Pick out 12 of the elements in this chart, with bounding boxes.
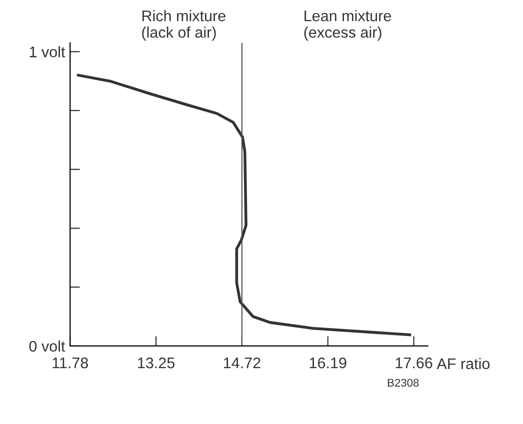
- x-tick-label: 16.19: [310, 358, 346, 368]
- y-tick-label: 0 volt: [29, 340, 66, 352]
- x-tick-label: 14.72: [224, 358, 260, 368]
- x-tick-label: 11.78: [52, 358, 88, 368]
- line-series: [76, 74, 412, 336]
- y-tick-label: 1 volt: [30, 46, 66, 58]
- x-tick-label: 13.25: [138, 358, 174, 368]
- text: Rich mixture (lack of air): [142, 10, 226, 41]
- text: Lean mixture (excess air): [304, 10, 391, 41]
- x-axis-title: AF ratio: [436, 358, 490, 370]
- x-tick-label: 17.66: [396, 358, 432, 368]
- text: B2308: [388, 378, 419, 387]
